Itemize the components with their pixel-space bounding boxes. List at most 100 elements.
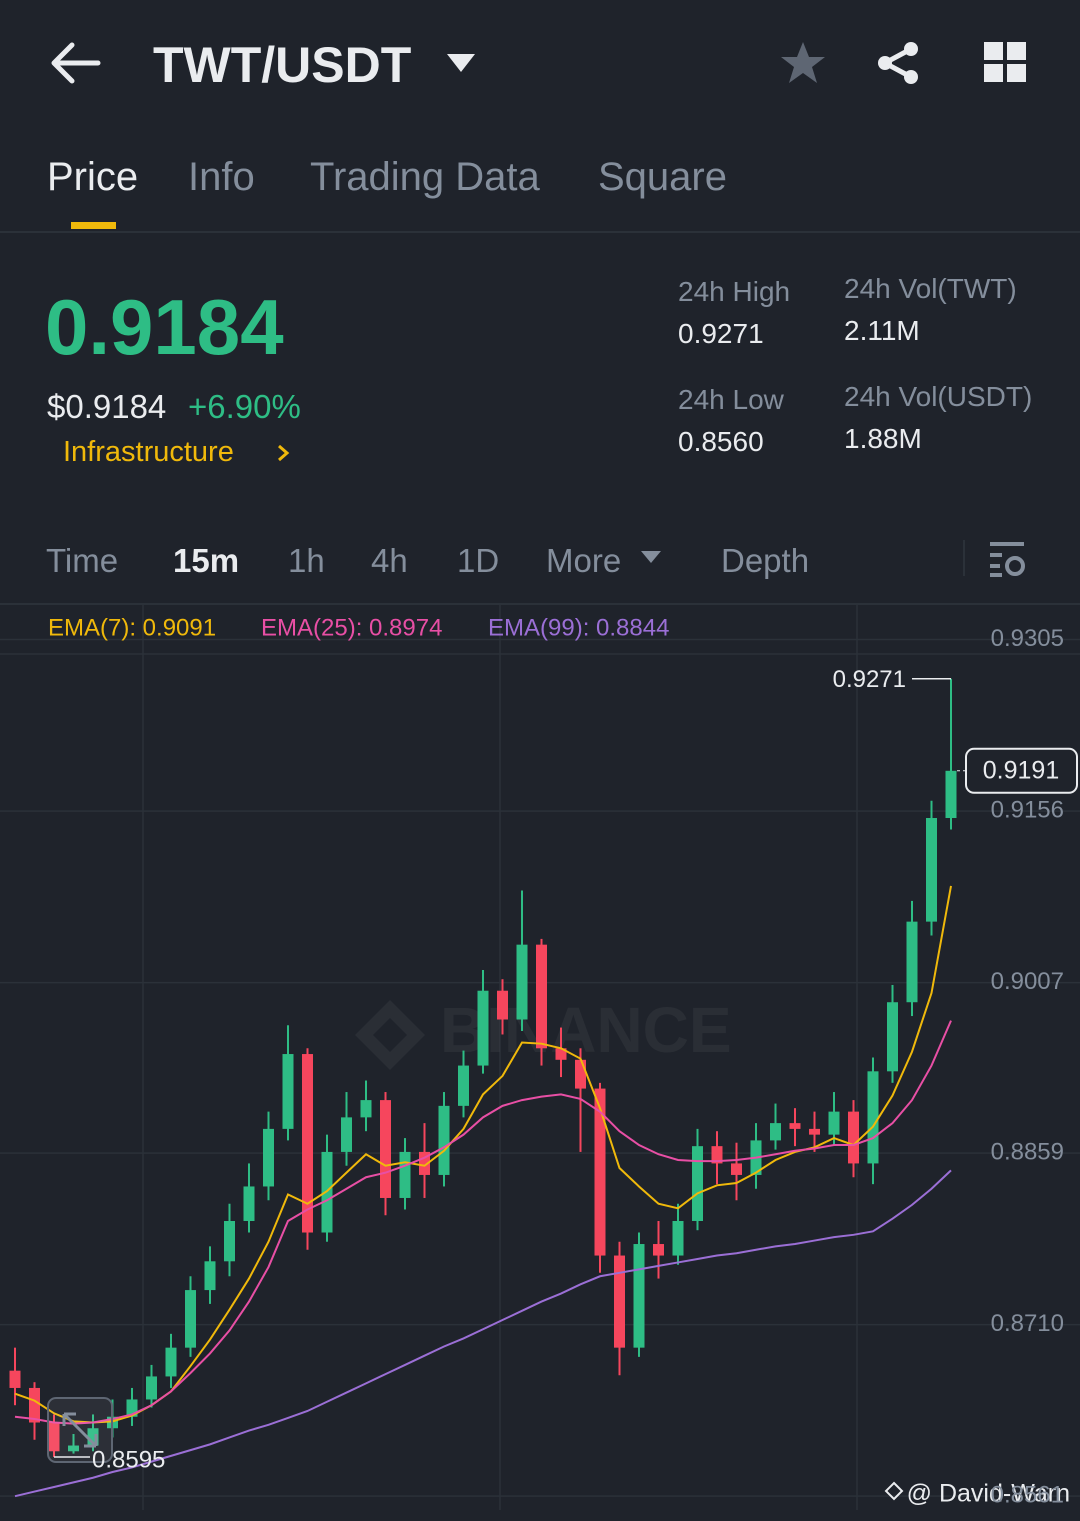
back-button[interactable]: [48, 40, 102, 86]
sector-link[interactable]: Infrastructure: [63, 436, 234, 468]
candle-body: [224, 1220, 235, 1262]
candle-body: [614, 1255, 625, 1348]
candle-body: [711, 1146, 723, 1164]
candle-body: [926, 818, 937, 922]
interval-more[interactable]: More: [546, 542, 622, 579]
y-tick-label: 0.8710: [991, 1310, 1064, 1337]
legend-entry: EMA(99): 0.8844: [488, 614, 669, 641]
tab-price[interactable]: Price: [47, 155, 139, 199]
divider: [0, 231, 1080, 233]
interval[interactable]: 4h: [371, 542, 408, 579]
stat-label: 24h Vol(USDT): [844, 381, 1033, 412]
candle-body: [770, 1123, 781, 1141]
candle-body: [906, 921, 918, 1003]
watermark-logo: [355, 1000, 425, 1070]
candle-body: [945, 770, 957, 819]
tab-square[interactable]: Square: [598, 155, 727, 199]
candle-body: [809, 1128, 820, 1135]
interval[interactable]: 1h: [288, 542, 325, 579]
current-price-box: [965, 747, 1078, 794]
candle-body: [419, 1151, 430, 1175]
candle-body: [204, 1261, 216, 1291]
sector-chevron: [278, 444, 290, 462]
candle-body: [146, 1376, 157, 1400]
candle-body: [731, 1163, 742, 1175]
candle-body: [126, 1399, 138, 1417]
more-caret: [641, 551, 661, 563]
stat-label: 24h High: [678, 276, 791, 307]
tab-indicator: [71, 222, 116, 229]
candle-body: [282, 1054, 294, 1129]
legend-entry: EMA(25): 0.8974: [261, 614, 442, 641]
high-marker-label: 0.9271: [833, 666, 906, 693]
candle-body: [9, 1370, 21, 1388]
candle-body: [263, 1128, 274, 1187]
tab-info[interactable]: Info: [188, 155, 255, 199]
candle-body: [185, 1290, 196, 1348]
ema-line: [14, 1169, 952, 1498]
ema-line: [14, 1020, 952, 1425]
candle-body: [887, 1002, 898, 1072]
candle-body: [87, 1428, 99, 1446]
credit: @ David-Warn: [907, 1480, 1070, 1508]
candle-body: [555, 1048, 567, 1060]
y-tick-label: 0.8859: [991, 1138, 1064, 1165]
candle-body: [477, 990, 489, 1066]
candle-body: [68, 1445, 79, 1452]
candle-body: [458, 1065, 469, 1106]
fullscreen-icon: [62, 1412, 98, 1448]
candle-body: [848, 1111, 859, 1164]
y-tick-label: 0.9305: [991, 625, 1064, 652]
y-tick-label: 0.8561: [991, 1482, 1064, 1509]
candle-body: [438, 1105, 450, 1175]
low-marker-label: 0.8595: [92, 1446, 165, 1473]
interval[interactable]: 1D: [457, 542, 500, 579]
candle-body: [48, 1422, 60, 1452]
candle-body: [341, 1117, 352, 1152]
candle-body: [243, 1186, 255, 1221]
candle-body: [633, 1244, 645, 1348]
separator: [963, 540, 965, 576]
candle-body: [516, 944, 528, 1020]
stat-label: 24h Low: [678, 384, 784, 415]
grid-button[interactable]: [984, 42, 1028, 84]
y-tick-label: 0.9156: [991, 796, 1064, 823]
candle-body: [828, 1111, 840, 1135]
candle-body: [497, 990, 508, 1020]
pair-title[interactable]: TWT/USDT: [153, 37, 412, 93]
candle-body: [692, 1146, 703, 1221]
price-change: +6.90%: [188, 388, 301, 425]
credit-logo: [884, 1481, 904, 1501]
tab-trading-data[interactable]: Trading Data: [310, 155, 540, 199]
chart-settings[interactable]: [988, 540, 1028, 578]
candle-body: [575, 1059, 586, 1089]
ema-line: [14, 885, 952, 1424]
interval[interactable]: Time: [46, 542, 119, 579]
stat-value: 0.8560: [678, 426, 764, 457]
usd-price: $0.9184: [47, 388, 167, 425]
y-tick-label: 0.9007: [991, 968, 1064, 995]
divider: [0, 603, 1080, 605]
share-button[interactable]: [875, 40, 923, 86]
candle-body: [165, 1347, 177, 1377]
candle-body: [536, 944, 547, 1049]
stat-label: 24h Vol(TWT): [844, 273, 1017, 304]
candle-body: [399, 1151, 411, 1198]
interval-selected[interactable]: 15m: [173, 542, 240, 579]
candle-body: [867, 1071, 879, 1164]
candle-body: [789, 1123, 801, 1129]
candle-body: [653, 1244, 664, 1256]
stat-value: 2.11M: [844, 315, 920, 346]
candle-body: [360, 1100, 372, 1118]
last-price: 0.9184: [45, 283, 284, 371]
depth-tab[interactable]: Depth: [721, 542, 810, 579]
candle-body: [380, 1100, 391, 1198]
legend-entry: EMA(7): 0.9091: [48, 614, 216, 641]
pair-dropdown[interactable]: [445, 52, 477, 74]
candle-body: [672, 1220, 684, 1256]
candle-body: [302, 1054, 313, 1233]
favorite-button[interactable]: [779, 39, 827, 87]
stat-value: 1.88M: [844, 423, 922, 454]
